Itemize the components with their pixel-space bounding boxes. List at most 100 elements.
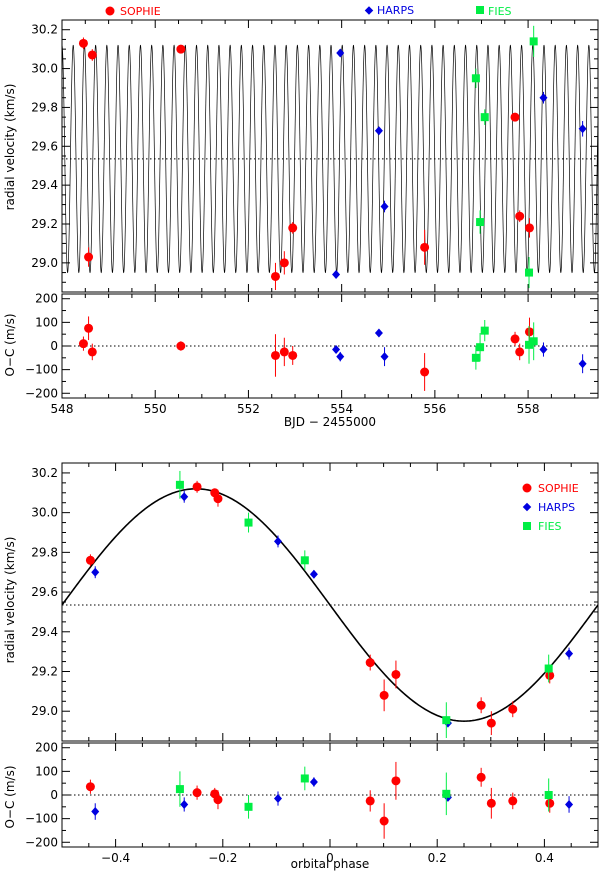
top-rv-ytick-label: 29.2 [31,217,58,231]
bottom-rv-panel: 29.0 29.2 29.4 29.6 29.8 30.0 30.2 [31,462,599,742]
bottom-oc-panel: −0.4 −0.2 0 0.2 0.4 −200 −100 0 100 200 [25,741,599,865]
top-oc-ytick-label: 0 [50,339,58,353]
top-oc-xtick-label: 558 [517,402,540,416]
top-oc-series-sophie [78,316,534,391]
bottom-oc-point-sophie [365,796,375,806]
bottom-oc-point-sophie [508,796,518,806]
top-oc-ytick-label: 200 [35,292,58,306]
bottom-oc-point-fies [244,802,253,811]
bottom-oc-ytick-label: −200 [25,835,58,849]
top-rv-point-fies [525,268,534,277]
top-oc-point-sophie [84,323,94,333]
top-rv-point-sophie [279,258,289,268]
bottom-rv-point-harps [309,569,318,579]
top-rv-model-curve [62,44,598,274]
bottom-rv-point-sophie [476,700,486,710]
top-rv-point-sophie [176,44,186,54]
top-rv-point-sophie [270,271,280,281]
top-rv-point-fies [471,74,480,83]
bottom-oc-series-fies [175,766,553,819]
bottom-oc-point-sophie [545,798,555,808]
bottom-rv-point-sophie [486,718,496,728]
top-oc-xtick-label: 550 [144,402,167,416]
top-oc-point-fies [476,343,485,352]
bottom-oc-xtick-label: −0.2 [208,851,237,865]
bottom-rv-point-sophie [213,494,223,504]
top-oc-point-fies [480,326,489,335]
top-oc-point-harps [336,352,345,362]
bottom-oc-point-sophie [192,788,202,798]
bottom-rv-point-fies [300,556,309,565]
top-oc-point-sophie [510,334,520,344]
legend-harps-marker [364,6,374,15]
bottom-oc-xtick-label: 0.4 [535,851,554,865]
top-rv-point-harps [332,270,341,280]
top-xlabel: BJD − 2455000 [284,415,376,429]
bottom-rv-ytick-label: 29.8 [31,545,58,559]
top-oc-point-sophie [279,347,289,357]
top-rv-ylabel: radial velocity (km/s) [3,84,17,211]
top-oc-point-sophie [270,350,280,360]
top-rv-series-fies [471,25,538,289]
top-oc-point-sophie [78,339,88,349]
bottom-oc-xtick-label: 0 [326,851,334,865]
bottom-rv-point-fies [175,480,184,489]
bottom-rv-ytick-label: 30.2 [31,466,58,480]
top-oc-point-harps [539,345,548,355]
top-oc-point-sophie [420,367,430,377]
bottom-legend: SOPHIE HARPS FIES [522,482,579,533]
bottom-oc-point-fies [300,774,309,783]
bottom-oc-point-sophie [391,776,401,786]
bottom-oc-xtick-label: −0.4 [101,851,130,865]
top-rv-point-harps [374,126,383,136]
bottom-rv-ytick-label: 29.2 [31,665,58,679]
top-oc-point-sophie [515,347,525,357]
top-legend: SOPHIE HARPS FIES [105,4,512,18]
top-rv-ytick-label: 29.0 [31,256,58,270]
bottom-oc-xtick-label: 0.2 [428,851,447,865]
top-rv-point-sophie [515,211,525,221]
bottom-rv-ylabel: radial velocity (km/s) [3,537,17,664]
bottom-oc-ytick-label: 200 [35,741,58,755]
top-oc-series-fies [471,320,538,370]
top-rv-ytick-label: 30.0 [31,62,58,76]
top-rv-point-sophie [510,112,520,122]
top-rv-series-harps [332,48,587,280]
top-rv-point-fies [480,113,489,122]
bottom-oc-point-fies [175,785,184,794]
bottom-rv-point-sophie [365,658,375,668]
bottom-rv-series-fies [175,470,553,739]
bottom-oc-point-sophie [476,772,486,782]
top-rv-point-harps [539,93,548,103]
legend-sophie-label: SOPHIE [538,482,579,495]
top-oc-xtick-label: 552 [237,402,260,416]
bottom-rv-point-sophie [379,690,389,700]
top-rv-ytick-label: 29.8 [31,100,58,114]
top-oc-series-harps [332,328,587,374]
top-oc-panel: 548 550 552 554 556 558 −200 −100 0 100 200 [25,292,599,416]
top-oc-point-fies [471,353,480,362]
bottom-oc-point-harps [309,777,318,787]
top-oc-xtick-label: 556 [423,402,446,416]
legend-sophie-marker [522,483,532,493]
bottom-rv-point-sophie [391,669,401,679]
bottom-rv-ytick-label: 29.0 [31,704,58,718]
top-oc-ytick-label: 100 [35,315,58,329]
top-rv-ytick-label: 29.6 [31,139,58,153]
legend-fies-marker [476,6,484,14]
top-rv-point-harps [336,48,345,58]
top-oc-point-harps [374,328,383,338]
top-rv-point-sophie [84,252,94,262]
bottom-oc-series-harps [91,777,574,820]
bottom-rv-ytick-label: 29.4 [31,625,58,639]
top-rv-point-sophie [78,38,88,48]
legend-fies-label: FIES [488,5,512,18]
bottom-rv-series-sophie [85,480,555,736]
legend-fies-marker [523,522,531,530]
legend-harps-label: HARPS [538,501,575,514]
top-rv-point-sophie [87,50,97,60]
top-rv-series-sophie [78,37,534,291]
top-oc-xtick-label: 554 [330,402,353,416]
bottom-oc-ytick-label: 100 [35,764,58,778]
